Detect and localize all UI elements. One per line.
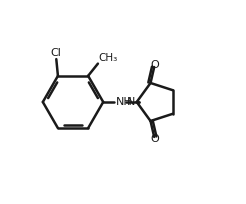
- Text: O: O: [150, 60, 159, 70]
- Text: Cl: Cl: [51, 48, 62, 58]
- Text: CH₃: CH₃: [99, 53, 118, 63]
- Text: N: N: [127, 97, 136, 107]
- Text: O: O: [150, 134, 159, 144]
- Text: NH: NH: [116, 97, 133, 107]
